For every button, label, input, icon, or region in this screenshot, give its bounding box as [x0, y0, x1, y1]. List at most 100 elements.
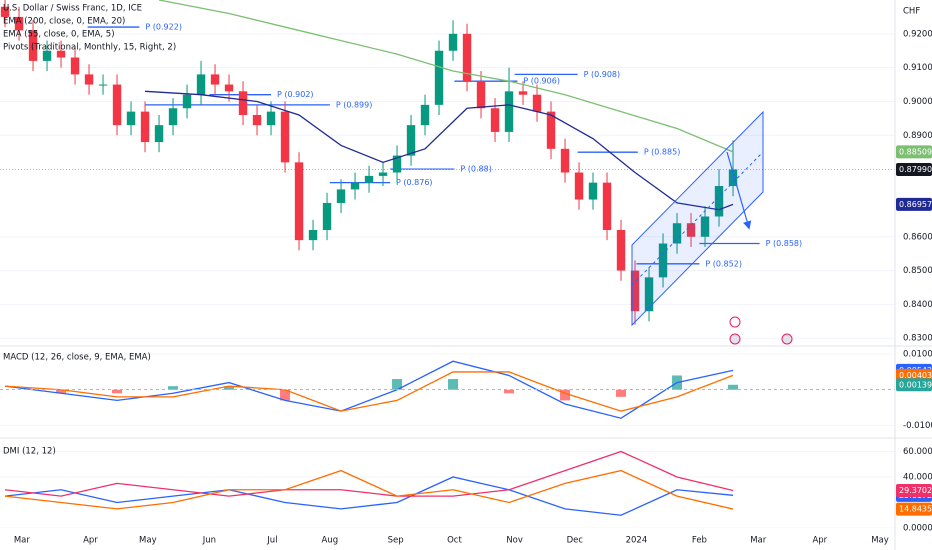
y-tick-label: 0.0000 — [903, 524, 932, 534]
pivot-label: P (0.902) — [277, 90, 314, 99]
candle-body — [98, 84, 108, 86]
candle-body — [728, 169, 738, 187]
candle-body — [42, 50, 52, 61]
event-icons — [729, 316, 793, 345]
histogram-bar — [392, 379, 403, 390]
y-tick-label: 40.0000 — [903, 472, 932, 482]
pivot-label: P (0.852) — [705, 259, 742, 268]
legend-entry: EMA (55, close, 0, EMA, 5) — [3, 30, 115, 40]
y-tick-label: -0.01000 — [903, 421, 932, 431]
x-tick-label: Feb — [692, 536, 707, 546]
candle-body — [462, 33, 472, 82]
candle-body — [126, 111, 136, 126]
candle-body — [434, 50, 444, 105]
indicator-line — [4, 371, 734, 412]
candle-body — [546, 111, 556, 149]
candle-body — [476, 81, 486, 109]
candle-body — [280, 111, 290, 163]
macd-title: MACD (12, 26, close, 9, EMA, EMA) — [3, 353, 151, 363]
candle-body — [168, 108, 178, 126]
histogram-bar — [280, 389, 291, 401]
histogram-bar — [56, 389, 67, 394]
candle-body — [84, 74, 94, 85]
candle-body — [350, 182, 360, 190]
candle-body — [336, 189, 346, 203]
candle-body — [672, 223, 682, 244]
histogram-bar — [448, 379, 459, 390]
price-tag-label: 14.8435 — [899, 505, 932, 514]
price-tag-label: 0.00139 — [899, 380, 932, 389]
candle-body — [518, 91, 528, 95]
dmi-title: DMI (12, 12) — [3, 447, 56, 457]
pivot-label: P (0.876) — [396, 178, 433, 187]
panel — [0, 353, 895, 426]
price-tag — [896, 162, 932, 176]
pivot-label: P (0.858) — [766, 239, 803, 248]
y-tick-label: 0.01000 — [903, 350, 932, 360]
candle-body — [112, 84, 122, 126]
candle-body — [504, 91, 514, 132]
histogram-bar — [504, 389, 515, 394]
pivot-label: P (0.899) — [336, 100, 373, 109]
y-tick-label: 0.92000 — [903, 29, 932, 39]
pivot-label: P (0.88) — [460, 165, 491, 174]
x-tick-label: Mar — [750, 536, 767, 546]
price-tag — [896, 378, 932, 392]
x-tick-label: 2024 — [626, 536, 648, 546]
candle-body — [420, 104, 430, 126]
x-tick-label: Aug — [322, 536, 339, 546]
histogram-bar — [560, 389, 571, 401]
pivot-label: P (0.922) — [145, 23, 182, 32]
x-tick-label: May — [139, 536, 157, 546]
indicator-line — [158, 0, 734, 153]
x-tick-label: Jun — [202, 536, 216, 546]
candle-body — [406, 125, 416, 156]
candle-body — [658, 243, 668, 278]
price-tag-label: 29.3702 — [899, 486, 932, 495]
channel-midline — [631, 151, 764, 286]
indicator-line — [144, 90, 734, 211]
candle-body — [644, 277, 654, 312]
histogram-bar — [616, 389, 627, 397]
candle-body — [616, 230, 626, 271]
indicator-line — [4, 360, 734, 419]
x-tick-label: Sep — [388, 536, 404, 546]
event-icon — [781, 333, 793, 345]
indicator-line — [4, 450, 734, 497]
pivot-label: P (0.906) — [523, 77, 560, 86]
histogram-bar — [224, 386, 235, 390]
pivot-legend: Pivots (Traditional, Monthly, 15, Right,… — [3, 43, 176, 53]
event-icon — [729, 316, 741, 328]
candle-body — [532, 94, 542, 112]
price-tag — [896, 145, 932, 159]
currency-label: CHF — [903, 7, 920, 17]
candle-body — [0, 6, 10, 17]
candle-body — [574, 172, 584, 200]
x-tick-label: Nov — [506, 536, 523, 546]
x-tick-label: Dec — [567, 536, 584, 546]
candle-body — [224, 84, 234, 92]
candle-body — [70, 57, 80, 75]
y-tick-label: 60.0000 — [903, 447, 932, 457]
candle-body — [630, 270, 640, 312]
candle-body — [490, 108, 500, 132]
indicator-line — [4, 469, 734, 510]
candle-body — [266, 111, 276, 126]
pivot-label: P (0.908) — [584, 70, 621, 79]
price-tag — [896, 197, 932, 211]
candle-body — [364, 175, 374, 183]
candle-body — [238, 91, 248, 115]
price-tag-label: 0.87990 — [899, 165, 932, 174]
candle-body — [56, 50, 66, 58]
x-tick-label: Jul — [266, 536, 277, 546]
x-tick-label: Mar — [14, 536, 31, 546]
candle-body — [252, 115, 262, 126]
symbol-title: U.S. Dollar / Swiss Franc, 1D, ICE — [3, 4, 142, 14]
candle-body — [322, 202, 332, 230]
histogram-bar — [112, 389, 123, 394]
